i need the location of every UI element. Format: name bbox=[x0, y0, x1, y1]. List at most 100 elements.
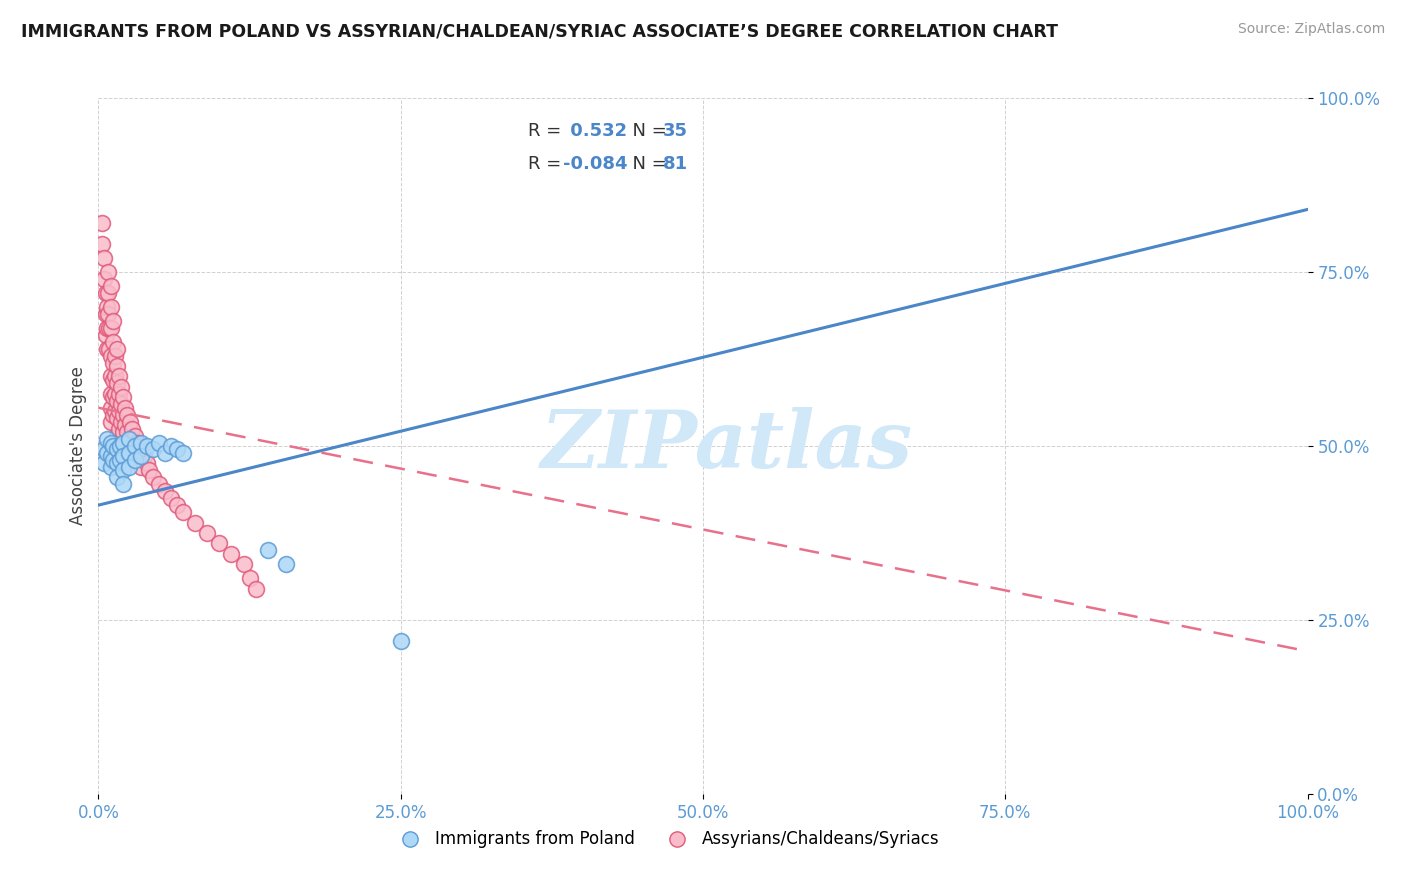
Point bbox=[108, 387, 131, 401]
Point bbox=[96, 342, 118, 356]
Point bbox=[121, 439, 143, 453]
Point bbox=[245, 582, 267, 596]
Point bbox=[110, 397, 132, 411]
Point bbox=[101, 453, 124, 467]
Point bbox=[101, 314, 124, 328]
Text: IMMIGRANTS FROM POLAND VS ASSYRIAN/CHALDEAN/SYRIAC ASSOCIATE’S DEGREE CORRELATIO: IMMIGRANTS FROM POLAND VS ASSYRIAN/CHALD… bbox=[21, 22, 1059, 40]
Point bbox=[111, 390, 134, 404]
Point bbox=[195, 526, 218, 541]
Point bbox=[100, 369, 122, 384]
Point bbox=[118, 432, 141, 446]
Text: N =: N = bbox=[621, 122, 672, 140]
Point bbox=[172, 446, 194, 460]
Point bbox=[153, 484, 176, 499]
Point bbox=[98, 320, 121, 334]
Point bbox=[108, 439, 131, 453]
Point bbox=[129, 450, 152, 464]
Point bbox=[110, 380, 132, 394]
Point bbox=[93, 272, 115, 286]
Point bbox=[166, 442, 188, 457]
Point bbox=[93, 251, 115, 265]
Point bbox=[100, 435, 122, 450]
Point bbox=[256, 543, 278, 558]
Point bbox=[111, 425, 134, 439]
Point bbox=[100, 401, 122, 415]
Point bbox=[153, 446, 176, 460]
Point bbox=[108, 422, 131, 436]
Text: R =: R = bbox=[527, 122, 567, 140]
Point bbox=[124, 453, 146, 467]
Point bbox=[101, 390, 124, 404]
Point bbox=[118, 415, 141, 429]
Point bbox=[135, 439, 157, 453]
Point bbox=[96, 320, 118, 334]
Text: 81: 81 bbox=[664, 155, 688, 173]
Point bbox=[111, 408, 134, 422]
Point bbox=[117, 408, 139, 422]
Point bbox=[96, 446, 118, 460]
Point bbox=[105, 342, 128, 356]
Point bbox=[129, 459, 152, 474]
Point bbox=[104, 349, 127, 363]
Point bbox=[104, 369, 127, 384]
Point bbox=[111, 435, 134, 450]
Point bbox=[118, 459, 141, 474]
Point bbox=[105, 428, 128, 442]
Point bbox=[94, 285, 117, 300]
Point bbox=[94, 307, 117, 321]
Point bbox=[117, 425, 139, 439]
Point bbox=[118, 446, 141, 460]
Point bbox=[105, 457, 128, 471]
Text: R =: R = bbox=[527, 155, 567, 173]
Point bbox=[93, 457, 115, 471]
Point bbox=[118, 432, 141, 446]
Point bbox=[97, 265, 120, 279]
Point bbox=[105, 442, 128, 457]
Point bbox=[389, 633, 412, 648]
Point bbox=[111, 463, 134, 477]
Legend: Immigrants from Poland, Assyrians/Chaldeans/Syriacs: Immigrants from Poland, Assyrians/Chalde… bbox=[387, 824, 946, 855]
Point bbox=[138, 463, 160, 477]
Point bbox=[121, 422, 143, 436]
Point bbox=[100, 300, 122, 314]
Point bbox=[135, 457, 157, 471]
Point bbox=[114, 401, 136, 415]
Point bbox=[93, 442, 115, 457]
Point bbox=[148, 435, 170, 450]
Point bbox=[101, 334, 124, 349]
Text: 0.532: 0.532 bbox=[564, 122, 627, 140]
Point bbox=[104, 404, 127, 418]
Point bbox=[105, 359, 128, 373]
Point bbox=[91, 216, 114, 230]
Text: N =: N = bbox=[621, 155, 672, 173]
Point bbox=[108, 453, 131, 467]
Text: -0.084: -0.084 bbox=[562, 155, 627, 173]
Point bbox=[124, 428, 146, 442]
Point bbox=[105, 446, 128, 460]
Point bbox=[105, 376, 128, 391]
Point bbox=[274, 558, 297, 572]
Point bbox=[232, 558, 254, 572]
Point bbox=[127, 435, 149, 450]
Point bbox=[96, 300, 118, 314]
Point bbox=[142, 470, 165, 484]
Point bbox=[166, 498, 188, 512]
Point bbox=[104, 387, 127, 401]
Point bbox=[114, 418, 136, 433]
Point bbox=[208, 536, 231, 550]
Point bbox=[101, 373, 124, 387]
Point bbox=[91, 237, 114, 252]
Point bbox=[111, 442, 134, 457]
Point bbox=[114, 435, 136, 450]
Point bbox=[94, 327, 117, 342]
Text: Source: ZipAtlas.com: Source: ZipAtlas.com bbox=[1237, 22, 1385, 37]
Point bbox=[105, 393, 128, 408]
Point bbox=[111, 477, 134, 491]
Point bbox=[221, 547, 243, 561]
Point bbox=[105, 411, 128, 425]
Point bbox=[129, 435, 152, 450]
Point bbox=[101, 439, 124, 453]
Point bbox=[100, 320, 122, 334]
Point bbox=[108, 369, 131, 384]
Point bbox=[96, 432, 118, 446]
